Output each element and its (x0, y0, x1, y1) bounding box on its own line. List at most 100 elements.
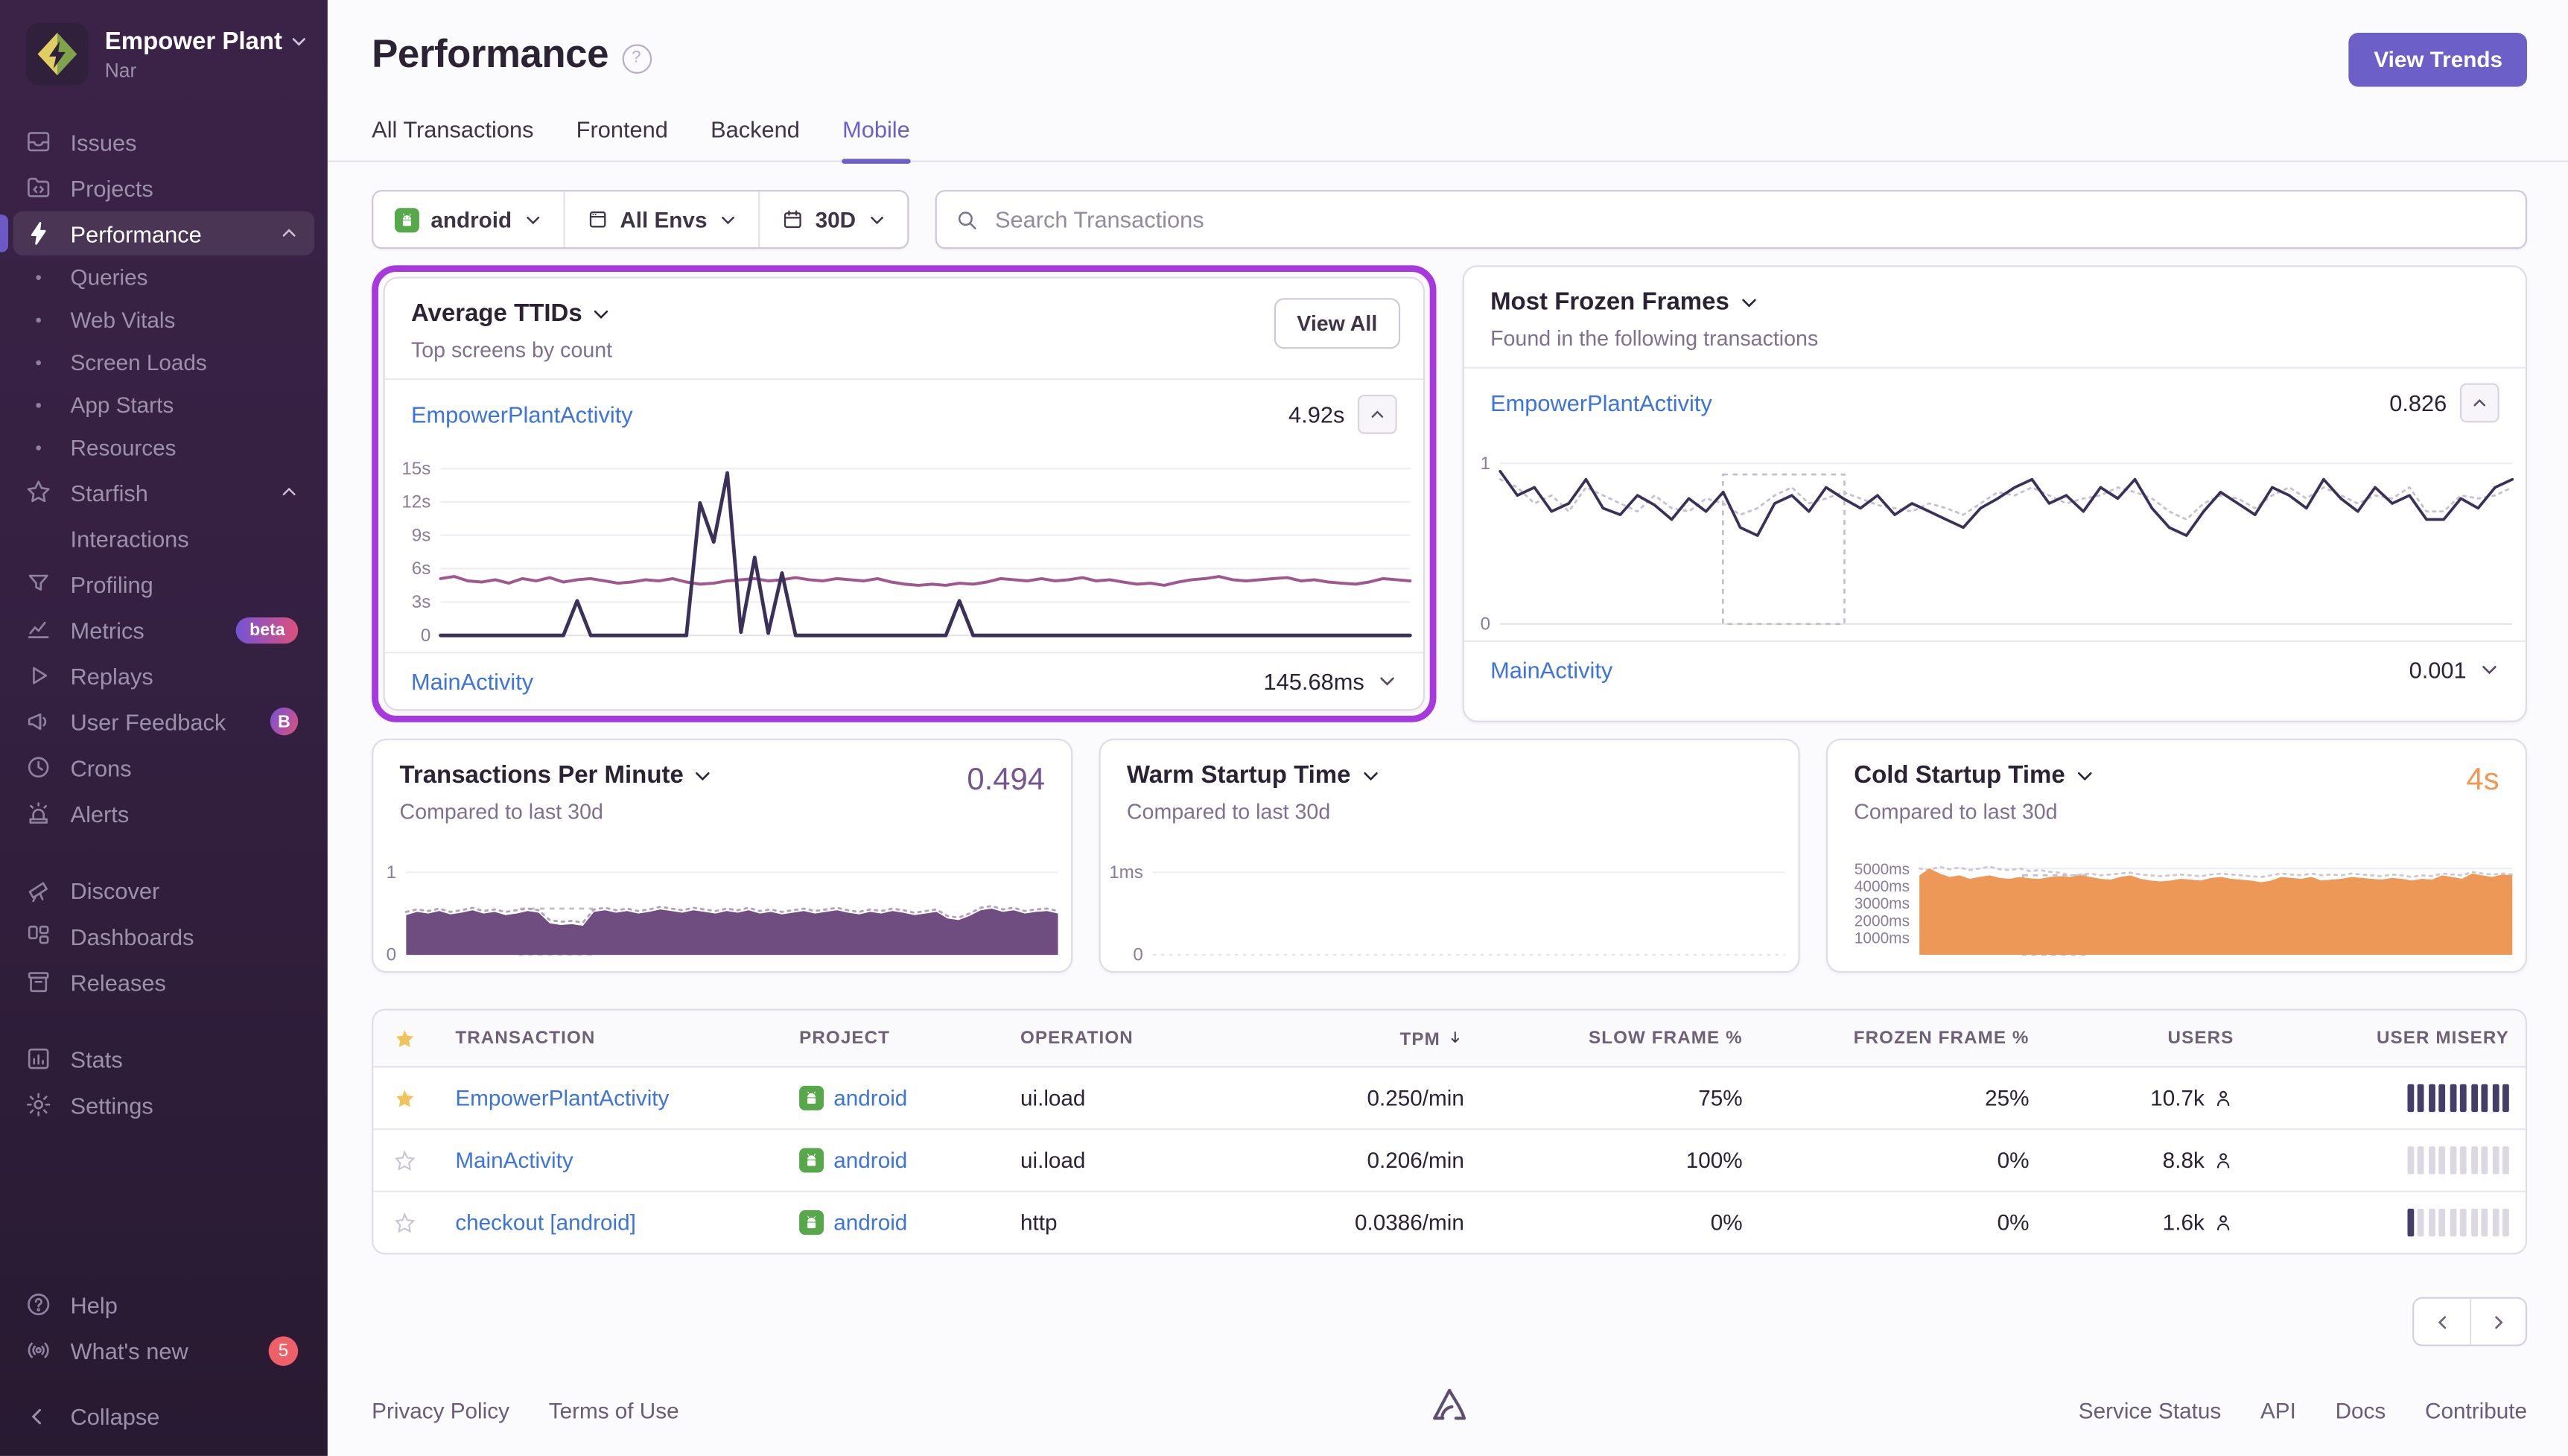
sidebar-item-performance[interactable]: Performance (13, 212, 315, 255)
transaction-link[interactable]: EmpowerPlantActivity (1490, 390, 1712, 416)
sidebar-collapse-button[interactable]: Collapse (0, 1384, 328, 1456)
sidebar-item-label: Performance (71, 220, 262, 247)
transaction-link[interactable]: MainActivity (411, 668, 533, 694)
sidebar-bottom-nav: HelpWhat's new5 (0, 1281, 328, 1374)
column-header-tpm[interactable]: TPM (1262, 1028, 1484, 1049)
user-icon (2213, 1150, 2234, 1172)
project-link[interactable]: android (799, 1210, 981, 1235)
previous-page-button[interactable] (2414, 1299, 2470, 1345)
sidebar-item-discover[interactable]: Discover (13, 868, 315, 912)
column-header-users[interactable]: USERS (2049, 1029, 2254, 1048)
transaction-link[interactable]: EmpowerPlantActivity (411, 401, 633, 427)
date-range-filter[interactable]: 30D (758, 191, 907, 247)
sidebar-item-screen-loads[interactable]: Screen Loads (13, 343, 315, 384)
org-switcher[interactable]: Empower Plant Nar (0, 0, 328, 101)
collapse-row-button[interactable] (2460, 384, 2499, 423)
sidebar-item-metrics[interactable]: Metricsbeta (13, 608, 315, 652)
sidebar-item-queries[interactable]: Queries (13, 257, 315, 298)
sidebar-item-crons[interactable]: Crons (13, 746, 315, 789)
service-status-link[interactable]: Service Status (2079, 1399, 2221, 1423)
most-frozen-frames-panel: Most Frozen Frames Found in the followin… (1463, 265, 2527, 722)
sidebar-item-releases[interactable]: Releases (13, 960, 315, 1004)
sidebar-item-interactions[interactable]: Interactions (13, 516, 315, 560)
operation-cell: ui.load (1001, 1148, 1263, 1172)
average-ttids-panel: Average TTIDs Top screens by count View … (384, 277, 1426, 711)
star-toggle[interactable] (373, 1147, 436, 1173)
project-link[interactable]: android (799, 1148, 981, 1172)
cold-startup-chart: 5000ms4000ms3000ms2000ms1000ms (1831, 850, 2515, 964)
svg-text:1000ms: 1000ms (1855, 930, 1910, 947)
sidebar-item-label: Starfish (71, 479, 262, 505)
contribute-link[interactable]: Contribute (2425, 1399, 2527, 1423)
next-page-button[interactable] (2470, 1299, 2526, 1345)
metrics-icon (24, 616, 51, 643)
column-header-project[interactable]: PROJECT (780, 1029, 1001, 1048)
column-header-operation[interactable]: OPERATION (1001, 1029, 1263, 1048)
privacy-policy-link[interactable]: Privacy Policy (372, 1399, 509, 1423)
tab-backend[interactable]: Backend (711, 116, 800, 160)
sidebar-item-help[interactable]: Help (13, 1282, 315, 1326)
sidebar-item-web-vitals[interactable]: Web Vitals (13, 299, 315, 340)
chevron-up-icon (2471, 395, 2488, 411)
tab-all-transactions[interactable]: All Transactions (372, 116, 533, 160)
transaction-link[interactable]: checkout [android] (455, 1210, 636, 1235)
column-header-slow-frame[interactable]: SLOW FRAME % (1484, 1029, 1762, 1048)
sidebar-item-starfish[interactable]: Starfish (13, 470, 315, 514)
view-trends-button[interactable]: View Trends (2349, 33, 2527, 87)
sidebar-item-dashboards[interactable]: Dashboards (13, 914, 315, 958)
api-link[interactable]: API (2260, 1399, 2296, 1423)
releases-icon (24, 968, 51, 996)
chart-canvas: 1ms0 (1104, 850, 1788, 964)
sidebar-item-alerts[interactable]: Alerts (13, 791, 315, 835)
chevron-left-icon (2431, 1311, 2453, 1332)
star-column-header[interactable] (373, 1026, 436, 1051)
search-icon (954, 207, 979, 232)
chevron-down-icon (1377, 672, 1396, 691)
transaction-link[interactable]: EmpowerPlantActivity (455, 1086, 669, 1110)
star-toggle[interactable] (373, 1209, 436, 1236)
sidebar-item-app-starts[interactable]: App Starts (13, 385, 315, 426)
sidebar-item-stats[interactable]: Stats (13, 1037, 315, 1081)
expand-row-button[interactable] (1377, 672, 1396, 691)
star-toggle[interactable] (373, 1085, 436, 1111)
sidebar-item-profiling[interactable]: Profiling (13, 562, 315, 605)
tab-mobile[interactable]: Mobile (842, 116, 910, 160)
sidebar-item-replays[interactable]: Replays (13, 653, 315, 697)
help-tooltip-icon[interactable]: ? (622, 43, 652, 73)
svg-text:1ms: 1ms (1109, 862, 1143, 883)
frozen-frame-cell: 0% (1762, 1210, 2049, 1235)
project-link[interactable]: android (799, 1086, 981, 1110)
frozen-frame-cell: 25% (1762, 1086, 2049, 1110)
sidebar-item-label: Releases (71, 969, 299, 995)
view-all-button[interactable]: View All (1274, 298, 1400, 349)
sidebar-item-label: Profiling (71, 570, 299, 597)
sidebar-item-label: Interactions (71, 525, 299, 551)
project-filter[interactable]: android (373, 191, 562, 247)
tab-frontend[interactable]: Frontend (576, 116, 668, 160)
page-title: Performance (372, 33, 608, 79)
sidebar-item-projects[interactable]: Projects (13, 165, 315, 209)
expand-row-button[interactable] (2479, 660, 2499, 679)
environment-filter[interactable]: All Envs (562, 191, 757, 247)
column-header-frozen-frame[interactable]: FROZEN FRAME % (1762, 1029, 2049, 1048)
chevron-down-icon (290, 32, 308, 50)
frozen-frames-title: Most Frozen Frames (1490, 288, 1729, 316)
transaction-link[interactable]: MainActivity (1490, 657, 1612, 683)
docs-link[interactable]: Docs (2336, 1399, 2386, 1423)
sidebar-item-label: Issues (71, 129, 299, 155)
sidebar-item-settings[interactable]: Settings (13, 1083, 315, 1127)
sidebar-item-issues[interactable]: Issues (13, 120, 315, 164)
sidebar-item-label: Metrics (71, 617, 219, 643)
android-icon (799, 1148, 824, 1172)
column-header-transaction[interactable]: TRANSACTION (436, 1029, 780, 1048)
search-input[interactable] (992, 205, 2508, 235)
column-header-user-misery[interactable]: USER MISERY (2254, 1029, 2527, 1048)
sidebar-item-user-feedback[interactable]: User FeedbackB (13, 699, 315, 743)
bullet-icon (23, 348, 53, 378)
sidebar-item-resources[interactable]: Resources (13, 427, 315, 468)
collapse-row-button[interactable] (1358, 395, 1397, 434)
transaction-link[interactable]: MainActivity (455, 1148, 573, 1172)
sidebar-item-whats-new[interactable]: What's new5 (13, 1328, 315, 1372)
cold-startup-value: 4s (2466, 763, 2499, 799)
terms-of-use-link[interactable]: Terms of Use (549, 1399, 679, 1423)
